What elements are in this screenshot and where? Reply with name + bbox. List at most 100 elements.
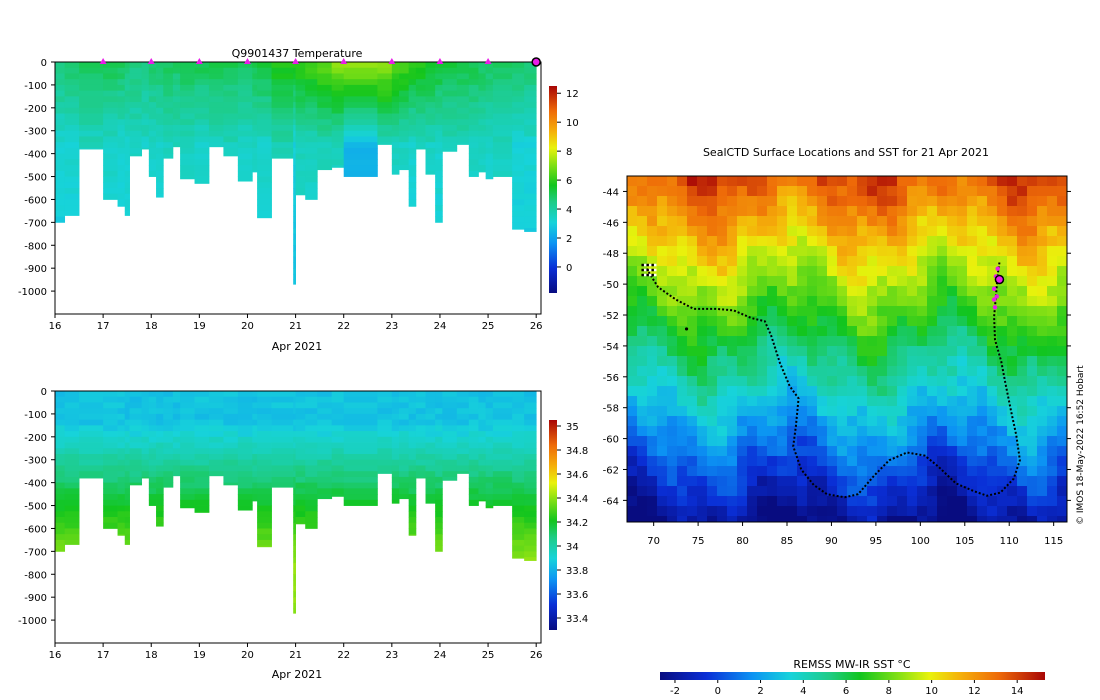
temperature-cell: [148, 165, 157, 172]
salinity-cell: [79, 459, 104, 466]
sst-cell: [667, 466, 678, 477]
temperature-cell: [478, 147, 487, 155]
sst-cell: [667, 276, 678, 287]
sst-cell: [767, 346, 778, 357]
salinity-cell: [79, 425, 104, 432]
salinity-cell: [117, 465, 126, 472]
salinity-cell: [512, 419, 525, 426]
salinity-cell: [408, 442, 417, 449]
sst-cell: [987, 276, 998, 287]
sst-cell: [897, 446, 908, 457]
temperature-cell: [485, 96, 494, 103]
sst-cell: [737, 366, 748, 377]
y-tick-label: -800: [24, 570, 47, 581]
sst-cell: [1007, 446, 1018, 457]
temperature-cell: [478, 136, 487, 143]
sst-cell: [627, 376, 638, 387]
sst-cell: [887, 226, 898, 237]
sst-cell: [647, 436, 658, 447]
salinity-cell: [55, 431, 66, 438]
temperature-cell: [163, 62, 174, 69]
sst-cell: [777, 216, 788, 227]
sst-cell: [977, 286, 988, 297]
salinity-cell: [435, 499, 443, 506]
sst-cell: [897, 316, 908, 327]
salinity-cell: [408, 488, 417, 495]
sst-cell: [797, 266, 808, 277]
sst-cell: [647, 376, 658, 387]
sst-cell: [827, 456, 838, 467]
temperature-cell: [331, 165, 345, 168]
sst-cell: [937, 196, 948, 207]
salinity-cell: [180, 465, 195, 472]
sst-cell: [1017, 426, 1028, 437]
salinity-cell: [172, 425, 181, 432]
salinity-cell: [124, 505, 130, 512]
sst-cell: [907, 276, 918, 287]
salinity-cell: [442, 408, 458, 415]
salinity-cell: [124, 459, 130, 466]
temperature-cell: [237, 153, 253, 160]
sst-cell: [947, 206, 958, 217]
salinity-cell: [129, 402, 143, 409]
salinity-cell: [524, 471, 537, 478]
salinity-cell: [524, 499, 537, 506]
sst-colorbar-tick-label: 2: [757, 686, 763, 697]
temperature-cell: [468, 136, 479, 143]
salinity-cell: [408, 431, 417, 438]
salinity-cell: [103, 517, 118, 524]
sst-cell: [737, 256, 748, 267]
temperature-cell: [391, 73, 400, 80]
sst-cell: [657, 236, 668, 247]
sst-cell: [967, 296, 978, 307]
sst-cell: [667, 376, 678, 387]
temperature-cell: [141, 147, 150, 150]
sst-cell: [1057, 226, 1067, 237]
sst-cell: [977, 326, 988, 337]
salinity-cell: [257, 459, 272, 466]
sst-cell: [727, 406, 738, 417]
sst-cell: [827, 256, 838, 267]
sst-cell: [967, 456, 978, 467]
temperature-cell: [435, 210, 443, 218]
sst-cell: [677, 316, 688, 327]
salinity-cell: [124, 408, 130, 415]
sst-cell: [747, 456, 758, 467]
temperature-cell: [391, 113, 400, 120]
sst-cell: [917, 236, 928, 247]
sst-cell: [757, 516, 768, 522]
salinity-cell: [293, 522, 296, 529]
salinity-cell: [293, 391, 296, 398]
temperature-cell: [524, 176, 537, 183]
salinity-cell: [468, 413, 479, 421]
sst-cell: [777, 416, 788, 427]
salinity-cell: [425, 499, 436, 504]
temperature-cell: [208, 113, 224, 120]
temperature-cell: [252, 96, 258, 103]
sst-cell: [817, 406, 828, 417]
salinity-cell: [148, 408, 157, 415]
temperature-cell: [55, 136, 66, 143]
sst-cell: [747, 186, 758, 197]
sst-cell: [757, 336, 768, 347]
salinity-cell: [129, 436, 143, 443]
salinity-cell: [237, 482, 253, 489]
sst-cell: [717, 176, 728, 187]
sst-cell: [627, 496, 638, 507]
temperature-cell: [55, 119, 66, 126]
sst-cell: [887, 366, 898, 377]
salinity-cell: [79, 465, 104, 472]
temperature-cell: [156, 102, 164, 109]
salinity-cell: [305, 448, 318, 455]
colorbar-tick-label: 34.4: [566, 494, 588, 505]
sst-cell: [677, 356, 688, 367]
temperature-cell: [257, 210, 272, 218]
sst-cell: [927, 416, 938, 427]
temperature-cell: [468, 67, 479, 74]
sst-cell: [1017, 226, 1028, 237]
sst-cell: [817, 366, 828, 377]
sst-cell: [807, 306, 818, 317]
temperature-cell: [435, 193, 443, 200]
sst-cell: [967, 346, 978, 357]
salinity-cell: [103, 465, 118, 472]
